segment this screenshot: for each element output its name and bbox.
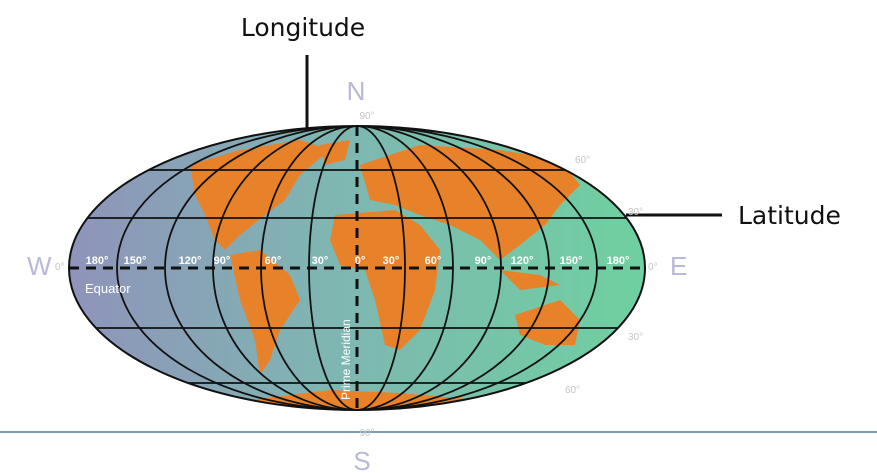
- latitude-label: 30°: [628, 332, 643, 343]
- longitude-callout: Longitude: [241, 13, 365, 42]
- longitude-label: 30°: [383, 255, 400, 267]
- longitude-label: 0°: [355, 255, 366, 267]
- longitude-label: 150°: [560, 255, 583, 267]
- longitude-label: 180°: [607, 255, 630, 267]
- latitude-label: 0°: [55, 262, 65, 273]
- continents: [190, 140, 580, 410]
- latitude-label: 90°: [359, 111, 374, 122]
- latitude-label: 90°: [359, 428, 374, 439]
- latitude-callout: Latitude: [738, 201, 841, 230]
- longitude-label: 30°: [312, 255, 329, 267]
- prime-meridian-label: Prime Meridian: [339, 319, 353, 400]
- latitude-label: 0°: [648, 262, 658, 273]
- compass-west: W: [27, 251, 52, 281]
- latitude-label: 30°: [628, 207, 643, 218]
- compass-south: S: [353, 446, 370, 473]
- latitude-label: 60°: [575, 155, 590, 166]
- longitude-label: 60°: [265, 255, 282, 267]
- longitude-label: 120°: [179, 255, 202, 267]
- longitude-label: 120°: [511, 255, 534, 267]
- compass-east: E: [670, 251, 687, 281]
- equator-label: Equator: [85, 281, 131, 296]
- longitude-label: 90°: [475, 255, 492, 267]
- longitude-label: 60°: [425, 255, 442, 267]
- latitude-label: 60°: [565, 385, 580, 396]
- longitude-label: 90°: [214, 255, 231, 267]
- longitude-label: 180°: [86, 255, 109, 267]
- longitude-label: 150°: [124, 255, 147, 267]
- longitude-labels: 180° 150° 120° 90° 60° 30° 0° 30° 60° 90° 120° 150°…: [86, 255, 630, 267]
- compass-north: N: [347, 76, 366, 106]
